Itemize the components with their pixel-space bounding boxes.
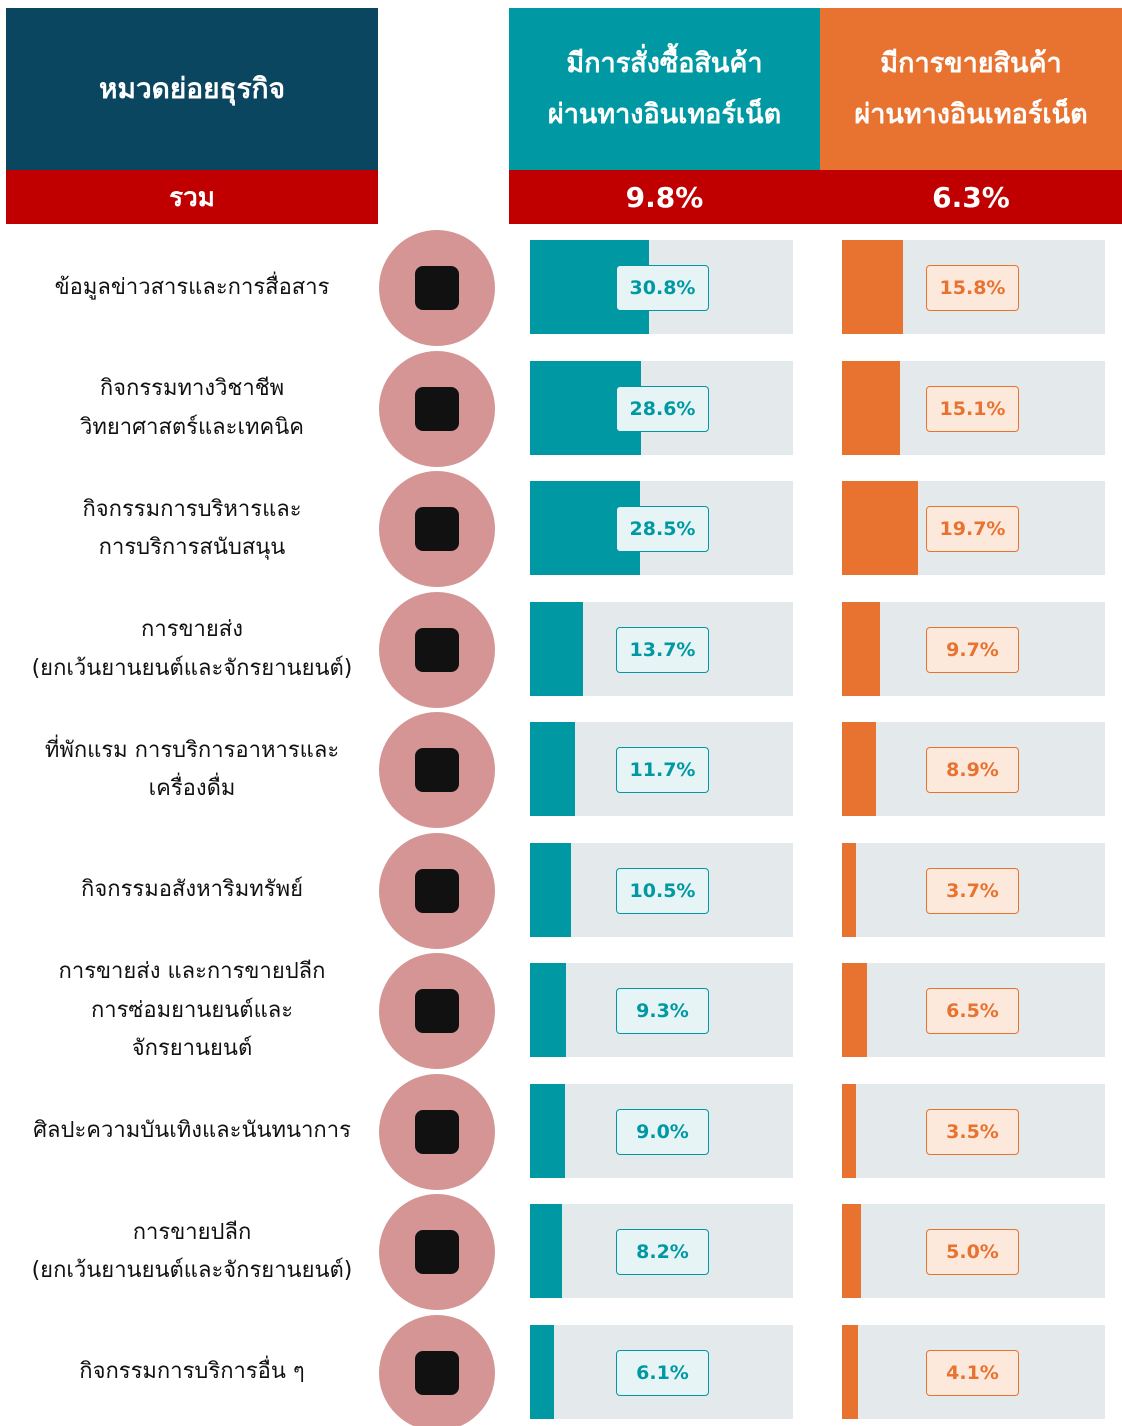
value-label: 11.7% bbox=[616, 747, 709, 793]
bar bbox=[842, 601, 880, 696]
icon bbox=[415, 748, 459, 792]
category-label: ข้อมูลข่าวสารและการสื่อสาร bbox=[54, 274, 330, 300]
category-label: กิจกรรมอสังหาริมทรัพย์ bbox=[81, 877, 303, 903]
category-label: กิจกรรมทางวิชาชีพ วิทยาศาสตร์และเทคนิค bbox=[80, 376, 304, 440]
category-label: ที่พักแรม การบริการอาหารและ เครื่องดื่ม bbox=[44, 737, 340, 802]
bar bbox=[530, 1324, 554, 1419]
bar bbox=[842, 1083, 856, 1178]
bar bbox=[530, 601, 583, 696]
value-label: 8.2% bbox=[616, 1229, 709, 1275]
icon bbox=[415, 386, 459, 431]
category-label: การขายส่ง (ยกเว้นยานยนต์และจักรยานยนต์) bbox=[31, 617, 353, 681]
value-label: 19.7% bbox=[926, 506, 1019, 552]
bar bbox=[842, 1204, 862, 1298]
value-label: 8.9% bbox=[926, 747, 1019, 793]
value-label: 10.5% bbox=[616, 867, 709, 914]
bar bbox=[842, 360, 901, 455]
category-label: กิจกรรมการบริหารและ การบริการสนับสนุน bbox=[82, 496, 302, 561]
icon bbox=[415, 1109, 459, 1154]
category-label: การขายปลีก (ยกเว้นยานยนต์และจักรยานยนต์) bbox=[31, 1219, 353, 1284]
category-label: กิจกรรมการบริการอื่น ๆ bbox=[79, 1359, 305, 1385]
category-header: หมวดย่อยธุรกิจ bbox=[6, 8, 378, 170]
value-label: 3.7% bbox=[926, 867, 1019, 914]
bar bbox=[530, 963, 566, 1057]
category-label: ศิลปะความบันเทิงและนันทนาการ bbox=[33, 1118, 351, 1144]
bar bbox=[842, 842, 857, 937]
bar bbox=[530, 722, 576, 816]
series-total: 9.8% bbox=[509, 170, 820, 224]
series-total: 6.3% bbox=[820, 170, 1122, 224]
value-label: 5.0% bbox=[926, 1229, 1019, 1275]
value-label: 9.7% bbox=[926, 626, 1019, 673]
value-label: 15.1% bbox=[926, 385, 1019, 432]
icon bbox=[415, 627, 459, 672]
bar bbox=[842, 722, 877, 816]
category-label: การขายส่ง และการขายปลีก การซ่อมยานยนต์แล… bbox=[58, 959, 326, 1062]
icon bbox=[415, 507, 459, 551]
bar bbox=[842, 481, 919, 575]
total-header: รวม bbox=[6, 170, 378, 224]
bar bbox=[842, 963, 868, 1057]
icon bbox=[415, 1350, 459, 1395]
value-label: 28.6% bbox=[616, 385, 709, 432]
value-label: 15.8% bbox=[926, 265, 1019, 311]
value-label: 4.1% bbox=[926, 1349, 1019, 1396]
bar bbox=[842, 240, 904, 334]
value-label: 6.5% bbox=[926, 988, 1019, 1034]
icon bbox=[415, 989, 459, 1033]
value-label: 28.5% bbox=[616, 506, 709, 552]
value-label: 9.3% bbox=[616, 988, 709, 1034]
bar bbox=[530, 1204, 562, 1298]
value-label: 3.5% bbox=[926, 1108, 1019, 1155]
value-label: 6.1% bbox=[616, 1349, 709, 1396]
bar bbox=[842, 1324, 858, 1419]
series-header: มีการขายสินค้า ผ่านทางอินเทอร์เน็ต bbox=[820, 8, 1122, 170]
icon bbox=[415, 868, 459, 913]
icon bbox=[415, 1230, 459, 1274]
value-label: 13.7% bbox=[616, 626, 709, 673]
value-label: 30.8% bbox=[616, 265, 709, 311]
series-header: มีการสั่งซื้อสินค้า ผ่านทางอินเทอร์เน็ต bbox=[509, 8, 820, 170]
value-label: 9.0% bbox=[616, 1108, 709, 1155]
bar bbox=[530, 842, 571, 937]
bar bbox=[530, 1083, 565, 1178]
icon bbox=[415, 266, 459, 310]
